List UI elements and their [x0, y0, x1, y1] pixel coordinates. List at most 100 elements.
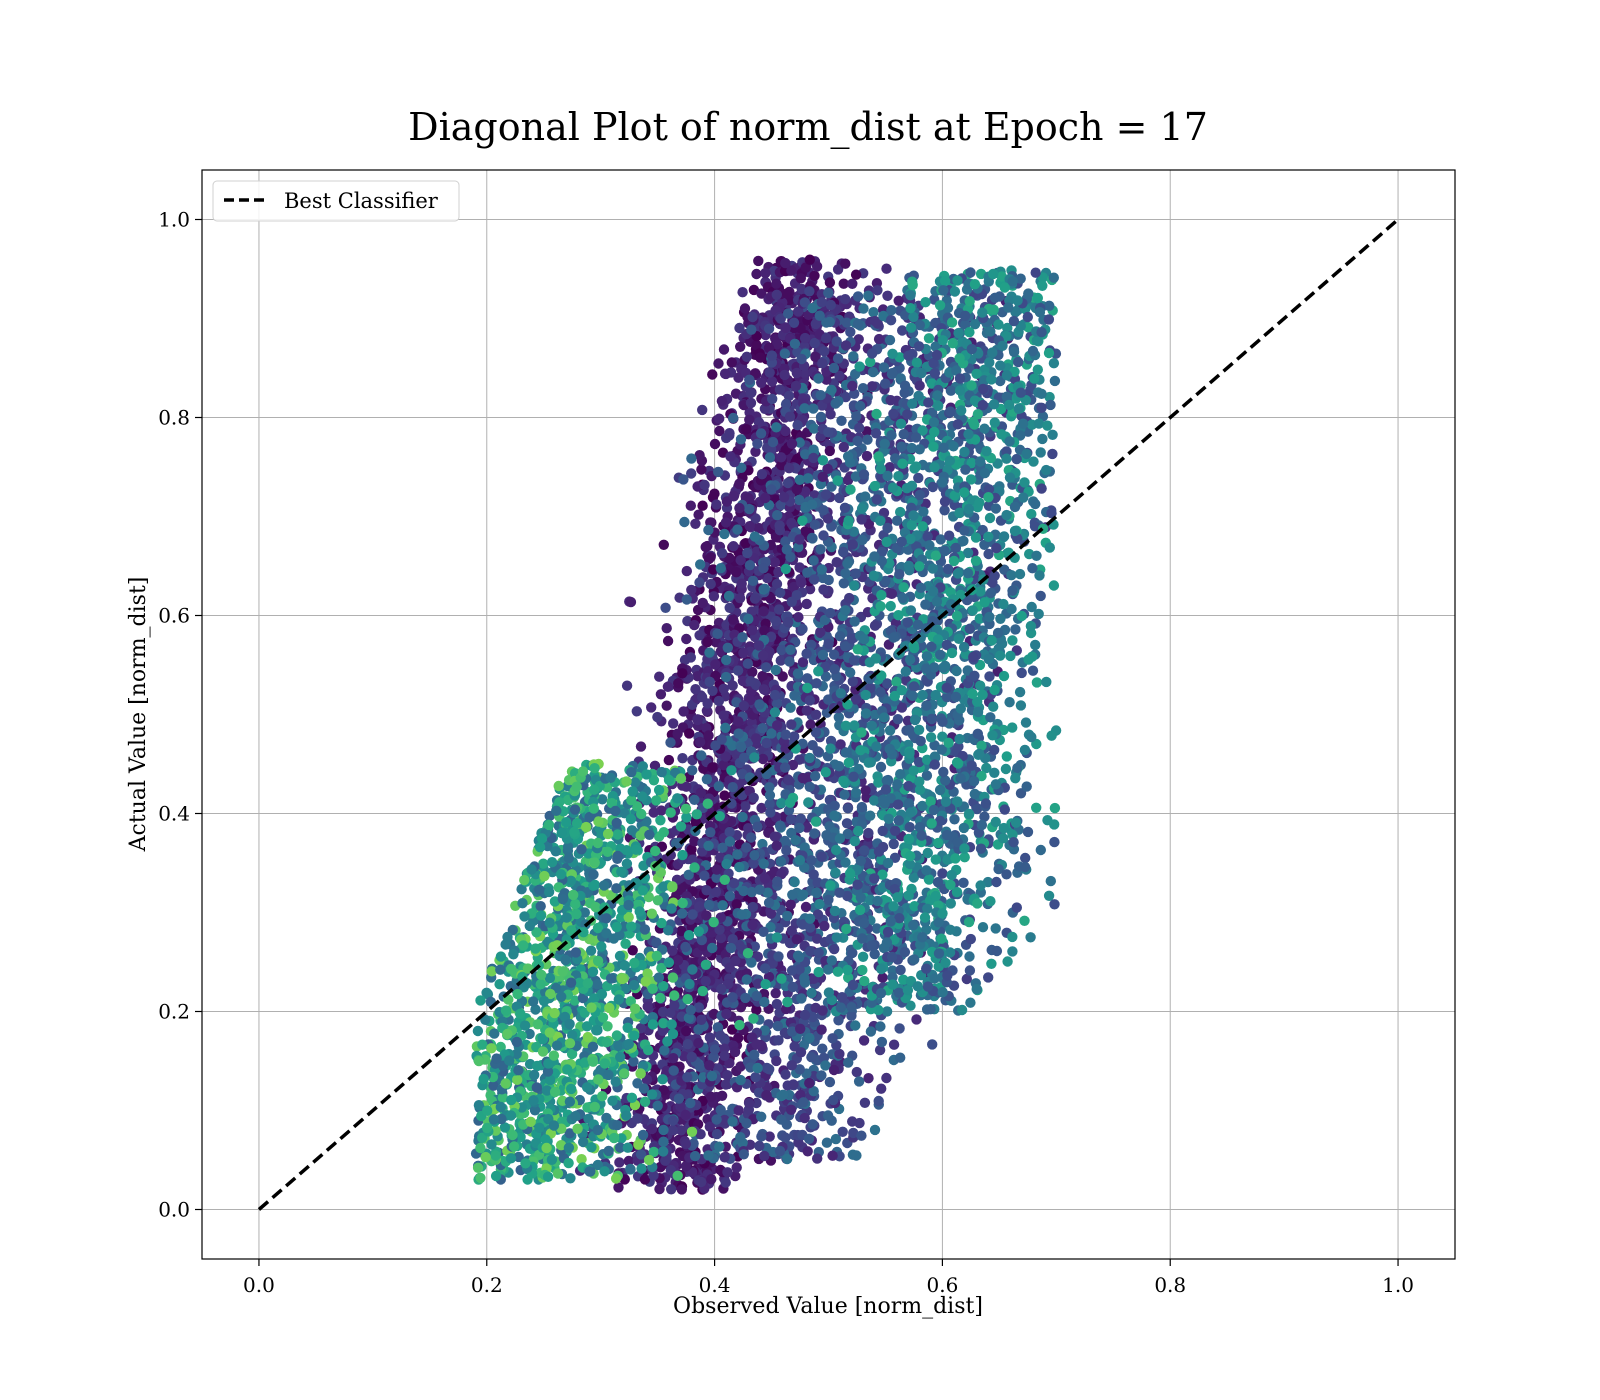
scatter-point-2816: [782, 477, 794, 489]
scatter-point-3314: [786, 517, 797, 529]
scatter-point-2541: [727, 680, 738, 691]
scatter-point-3996: [719, 1152, 730, 1163]
scatter-point-3769: [721, 1008, 732, 1020]
scatter-point-4812: [1005, 650, 1016, 662]
scatter-point-1611: [731, 1162, 742, 1173]
scatter-point-4091: [765, 807, 776, 818]
scatter-point-4865: [1049, 819, 1060, 830]
scatter-point-4743: [830, 844, 842, 856]
scatter-point-4135: [696, 1014, 707, 1025]
scatter-point-3268: [733, 1105, 744, 1116]
scatter-point-4145: [704, 1060, 715, 1071]
scatter-point-1660: [627, 945, 638, 956]
scatter-point-3660: [807, 302, 818, 314]
scatter-point-4518: [780, 729, 791, 740]
scatter-point-826: [753, 255, 764, 267]
scatter-point-1538: [684, 728, 695, 739]
scatter-point-4306: [843, 757, 854, 768]
scatter-point-4528: [857, 534, 868, 546]
scatter-point-3244: [776, 1114, 787, 1125]
scatter-point-1922: [699, 479, 710, 491]
scatter-point-1987: [728, 490, 739, 502]
scatter-point-3472: [727, 782, 738, 793]
scatter-point-3251: [737, 811, 748, 823]
scatter-point-2810: [720, 722, 731, 733]
scatter-point-4127: [780, 1069, 791, 1080]
scatter-point-4265: [780, 563, 792, 575]
scatter-point-1883: [657, 1025, 668, 1037]
scatter-point-1911: [809, 270, 820, 281]
scatter-point-3819: [869, 620, 881, 631]
scatter-point-3773: [759, 873, 771, 884]
scatter-point-3594: [797, 772, 808, 784]
scatter-point-3358: [745, 832, 757, 843]
scatter-point-3172: [772, 1020, 783, 1032]
scatter-point-4157: [809, 574, 820, 585]
scatter-point-2129: [779, 369, 790, 381]
scatter-point-1629: [750, 513, 761, 524]
scatter-point-4814: [749, 752, 760, 763]
scatter-point-1956: [714, 413, 725, 424]
scatter-point-3745: [792, 668, 804, 679]
scatter-point-3888: [764, 1064, 775, 1075]
scatter-point-4236: [1019, 852, 1031, 864]
scatter-point-2075: [724, 602, 735, 613]
scatter-point-4161: [742, 547, 753, 559]
scatter-point-3695: [840, 747, 852, 758]
scatter-point-3113: [867, 381, 878, 392]
scatter-point-3895: [827, 1150, 838, 1161]
scatter-point-4268: [760, 979, 771, 990]
scatter-point-4037: [702, 698, 713, 709]
scatter-point-4726: [945, 406, 956, 417]
scatter-point-3850: [838, 441, 849, 453]
scatter-point-3955: [838, 546, 849, 558]
scatter-point-4867: [991, 876, 1002, 888]
scatter-point-257: [655, 689, 667, 700]
scatter-point-3018: [838, 578, 849, 589]
scatter-point-4039: [860, 491, 871, 502]
scatter-point-3687: [732, 849, 743, 860]
scatter-point-2088: [756, 469, 768, 480]
scatter-point-4002: [830, 398, 841, 409]
scatter-point-3568: [791, 590, 802, 601]
scatter-point-4166: [752, 821, 763, 832]
scatter-point-3964: [686, 1051, 697, 1063]
scatter-point-4913: [905, 605, 917, 616]
scatter-point-3425: [665, 737, 676, 748]
scatter-point-4187: [842, 803, 854, 814]
scatter-point-3495: [853, 1076, 865, 1087]
scatter-point-3892: [772, 720, 783, 731]
scatter-point-3543: [817, 471, 828, 482]
scatter-point-762: [692, 671, 703, 682]
scatter-point-4046: [760, 492, 771, 504]
scatter-point-4341: [817, 649, 829, 661]
scatter-point-573: [753, 522, 764, 534]
scatter-point-4111: [785, 1104, 797, 1116]
scatter-point-2836: [784, 656, 795, 667]
scatter-point-1960: [667, 945, 678, 956]
scatter-point-3320: [679, 516, 690, 528]
scatter-point-1885: [724, 552, 735, 564]
scatter-point-4911: [870, 428, 882, 439]
scatter-point-3011: [821, 1137, 833, 1148]
scatter-point-4010: [744, 374, 755, 385]
scatter-point-3488: [862, 434, 873, 445]
scatter-point-3965: [791, 934, 802, 945]
scatter-point-2151: [713, 358, 724, 369]
scatter-point-4602: [879, 438, 890, 450]
scatter-point-4064: [799, 403, 810, 414]
scatter-point-1146: [700, 541, 711, 553]
scatter-point-3887: [790, 835, 801, 846]
scatter-point-4392: [760, 963, 771, 974]
scatter-point-4298: [796, 993, 807, 1004]
scatter-point-3398: [699, 870, 710, 881]
scatter-point-1635: [701, 885, 712, 896]
scatter-point-3923: [823, 287, 834, 299]
scatter-point-1335: [666, 1184, 677, 1195]
scatter-point-2036: [795, 273, 806, 284]
scatter-point-1495: [710, 886, 722, 898]
scatter-point-1642: [705, 552, 716, 563]
scatter-point-4764: [833, 761, 845, 772]
scatter-point-4577: [929, 462, 940, 473]
scatter-point-4774: [865, 810, 876, 821]
